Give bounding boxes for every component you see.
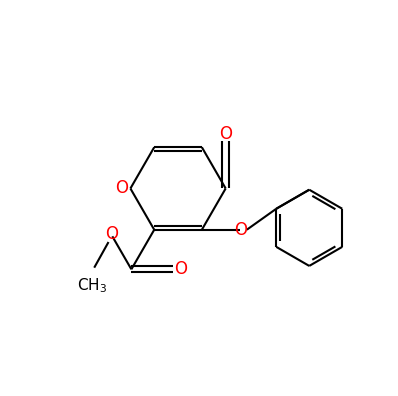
Text: O: O bbox=[115, 179, 129, 198]
Text: O: O bbox=[174, 260, 187, 278]
Text: O: O bbox=[105, 225, 118, 244]
Text: O: O bbox=[219, 125, 232, 143]
Text: CH$_3$: CH$_3$ bbox=[77, 276, 107, 295]
Text: O: O bbox=[234, 221, 247, 239]
